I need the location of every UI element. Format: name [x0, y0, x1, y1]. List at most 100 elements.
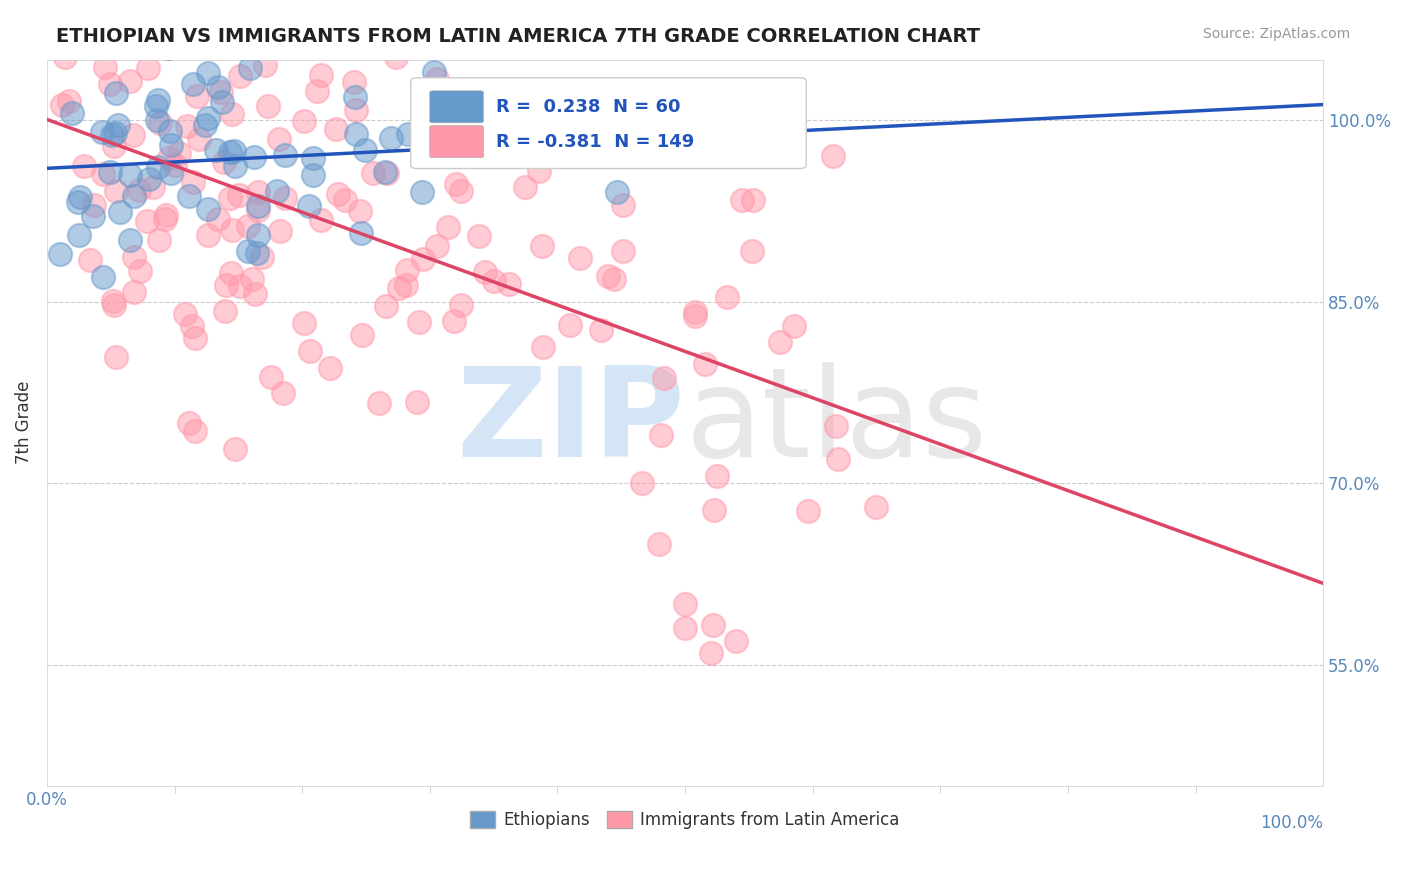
- Point: [343, 75, 366, 89]
- FancyBboxPatch shape: [430, 126, 484, 158]
- Point: [468, 228, 491, 243]
- Text: R =  0.238  N = 60: R = 0.238 N = 60: [496, 98, 681, 116]
- Point: [98, 165, 121, 179]
- Point: [159, 123, 181, 137]
- Point: [730, 193, 752, 207]
- Point: [301, 169, 323, 183]
- FancyBboxPatch shape: [430, 91, 484, 123]
- Point: [865, 500, 887, 515]
- Point: [103, 298, 125, 312]
- Point: [344, 127, 367, 141]
- Point: [349, 204, 371, 219]
- Point: [350, 226, 373, 240]
- Point: [149, 115, 172, 129]
- Text: ZIP: ZIP: [457, 362, 685, 483]
- Point: [250, 250, 273, 264]
- Point: [548, 130, 571, 145]
- Point: [408, 315, 430, 329]
- Point: [69, 228, 91, 243]
- Point: [650, 428, 672, 442]
- Point: [94, 60, 117, 74]
- Point: [716, 290, 738, 304]
- Point: [73, 159, 96, 173]
- Point: [612, 244, 634, 258]
- Point: [93, 0, 115, 3]
- Point: [450, 184, 472, 198]
- Point: [184, 330, 207, 344]
- Point: [224, 442, 246, 456]
- Point: [103, 139, 125, 153]
- Point: [240, 0, 263, 13]
- Point: [104, 184, 127, 198]
- Point: [267, 132, 290, 146]
- Point: [83, 198, 105, 212]
- Point: [104, 350, 127, 364]
- Point: [702, 617, 724, 632]
- Point: [221, 107, 243, 121]
- Point: [652, 371, 675, 385]
- Y-axis label: 7th Grade: 7th Grade: [15, 381, 32, 465]
- Point: [101, 294, 124, 309]
- Point: [79, 252, 101, 267]
- Point: [266, 184, 288, 198]
- Point: [742, 193, 765, 207]
- Point: [368, 396, 391, 410]
- Point: [298, 199, 321, 213]
- Point: [498, 277, 520, 291]
- Point: [825, 418, 848, 433]
- Point: [450, 298, 472, 312]
- Point: [437, 220, 460, 235]
- Point: [207, 79, 229, 94]
- Point: [197, 227, 219, 242]
- Point: [271, 385, 294, 400]
- Point: [612, 198, 634, 212]
- Point: [246, 202, 269, 217]
- Point: [174, 307, 197, 321]
- Point: [101, 128, 124, 142]
- Point: [214, 277, 236, 292]
- Point: [91, 167, 114, 181]
- Point: [228, 69, 250, 83]
- Point: [69, 190, 91, 204]
- Point: [207, 212, 229, 227]
- Point: [606, 185, 628, 199]
- Point: [725, 633, 748, 648]
- Point: [325, 122, 347, 136]
- Point: [648, 537, 671, 551]
- Point: [125, 0, 148, 9]
- Point: [120, 168, 142, 182]
- Point: [823, 148, 845, 162]
- Point: [136, 61, 159, 75]
- Point: [197, 202, 219, 216]
- Point: [350, 327, 373, 342]
- Point: [209, 85, 232, 99]
- Point: [236, 244, 259, 258]
- Point: [685, 304, 707, 318]
- Point: [246, 246, 269, 260]
- Point: [186, 88, 208, 103]
- Point: [703, 503, 725, 517]
- Text: 100.0%: 100.0%: [1260, 814, 1323, 831]
- Text: Source: ZipAtlas.com: Source: ZipAtlas.com: [1202, 27, 1350, 41]
- Point: [699, 646, 721, 660]
- Point: [423, 65, 446, 79]
- Point: [155, 208, 177, 222]
- Point: [361, 166, 384, 180]
- Point: [58, 94, 80, 108]
- Point: [377, 166, 399, 180]
- Point: [474, 265, 496, 279]
- Point: [374, 299, 396, 313]
- Point: [236, 219, 259, 234]
- Point: [443, 314, 465, 328]
- Point: [741, 244, 763, 259]
- Point: [631, 475, 654, 490]
- Point: [122, 189, 145, 203]
- Point: [260, 370, 283, 384]
- Text: R = -0.381  N = 149: R = -0.381 N = 149: [496, 133, 695, 151]
- Point: [569, 252, 592, 266]
- Point: [91, 125, 114, 139]
- Point: [156, 41, 179, 55]
- Point: [416, 113, 439, 128]
- Point: [135, 214, 157, 228]
- Point: [412, 252, 434, 266]
